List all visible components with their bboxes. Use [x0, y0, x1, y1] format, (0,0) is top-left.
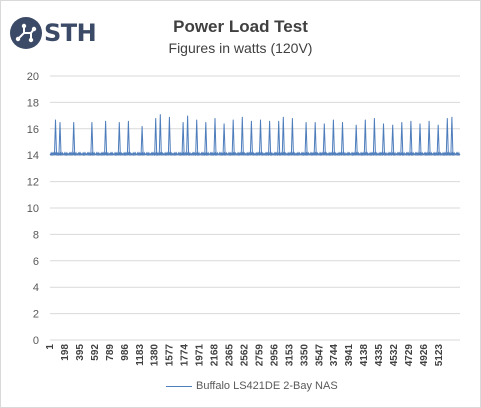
y-tick-label: 8 [33, 229, 39, 241]
x-tick-label: 789 [105, 344, 116, 361]
x-tick-label: 1 [45, 344, 56, 350]
legend: Buffalo LS421DE 2-Bay NAS [0, 380, 481, 394]
circuit-node-icon [10, 17, 42, 49]
y-tick-label: 16 [27, 124, 39, 136]
y-tick-label: 10 [27, 203, 39, 215]
x-tick-label: 1577 [165, 344, 176, 367]
x-tick-label: 3350 [299, 344, 310, 367]
y-tick-label: 14 [27, 150, 39, 162]
x-tick-label: 1380 [150, 344, 161, 367]
series-line [49, 114, 461, 157]
legend-label: Buffalo LS421DE 2-Bay NAS [196, 380, 338, 392]
y-tick-label: 18 [27, 97, 39, 109]
y-tick-label: 0 [33, 335, 39, 347]
y-tick-label: 6 [33, 256, 39, 268]
logo-text: STH [44, 19, 97, 47]
x-tick-label: 4926 [419, 344, 430, 367]
sth-logo: STH [9, 12, 97, 52]
x-tick-label: 2562 [239, 344, 250, 367]
x-tick-label: 4532 [389, 344, 400, 367]
legend-swatch [166, 385, 192, 387]
y-axis-ticks: 0 2 4 6 8 10 12 14 16 18 20 [27, 71, 39, 347]
grid-lines [50, 75, 460, 341]
x-tick-label: 395 [75, 344, 86, 361]
y-tick-label: 2 [33, 309, 39, 321]
x-tick-label: 4729 [404, 344, 415, 367]
x-tick-label: 4138 [359, 344, 370, 367]
x-tick-label: 198 [60, 344, 71, 361]
x-tick-label: 3153 [284, 344, 295, 367]
x-tick-label: 3941 [344, 344, 355, 367]
x-axis-ticks: 1 198 395 592 789 986 1183 1380 1577 1774 1971 2168… [45, 344, 445, 367]
x-tick-label: 1774 [180, 344, 191, 367]
chart-title: Power Load Test [173, 17, 308, 36]
x-tick-label: 3547 [314, 344, 325, 367]
series-layer [49, 114, 461, 157]
x-tick-label: 2759 [254, 344, 265, 367]
y-tick-label: 12 [27, 177, 39, 189]
x-tick-label: 4335 [374, 344, 385, 367]
y-tick-label: 20 [27, 71, 39, 83]
y-tick-label: 4 [33, 282, 39, 294]
x-tick-label: 2168 [210, 344, 221, 367]
x-tick-label: 3744 [329, 344, 340, 367]
chart-subtitle: Figures in watts (120V) [168, 40, 313, 56]
x-tick-label: 592 [90, 344, 101, 361]
x-tick-label: 5123 [434, 344, 445, 367]
x-tick-label: 2956 [269, 344, 280, 367]
x-tick-label: 2365 [225, 344, 236, 367]
x-tick-label: 986 [120, 344, 131, 361]
x-tick-label: 1183 [135, 344, 146, 366]
x-tick-label: 1971 [195, 344, 206, 367]
